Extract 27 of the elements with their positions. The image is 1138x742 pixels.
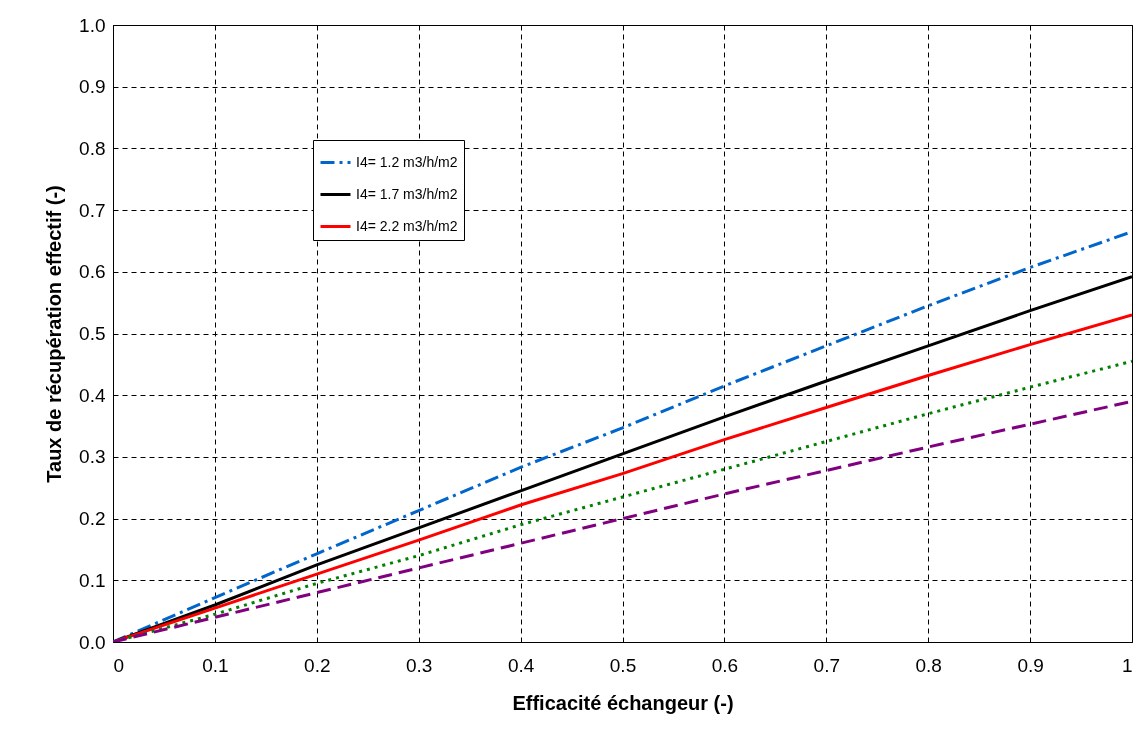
- x-tick-label: 0.5: [609, 654, 637, 676]
- x-tick-label: 0.7: [813, 654, 841, 676]
- x-tick-label: 1: [1121, 654, 1133, 676]
- y-tick-label: 1.0: [79, 14, 106, 36]
- legend-label: I4= 1.2 m3/h/m2: [356, 153, 458, 170]
- y-tick-label: 0.9: [79, 76, 106, 98]
- y-axis-title: Taux de récupération effectif (-): [43, 185, 66, 483]
- y-tick-label: 0.3: [79, 446, 106, 468]
- x-tick-label: 0.1: [202, 654, 229, 676]
- x-tick-label: 0.3: [405, 654, 433, 676]
- x-tick-label: 0.4: [507, 654, 535, 676]
- x-tick-label: 0.2: [304, 654, 331, 676]
- legend-label: I4= 1.7 m3/h/m2: [356, 185, 458, 202]
- x-tick-label: 0: [113, 654, 125, 676]
- x-tick-label: 0.6: [711, 654, 739, 676]
- y-tick-label: 0.5: [79, 323, 106, 344]
- y-tick-label: 0.7: [79, 199, 106, 221]
- y-tick-label: 0.4: [79, 384, 106, 406]
- y-tick-label: 0.8: [79, 137, 106, 159]
- y-tick-label: 0.1: [79, 569, 106, 591]
- x-tick-label: 0.8: [915, 654, 942, 676]
- y-tick-label: 0.0: [79, 631, 106, 653]
- x-tick-label: 0.9: [1017, 654, 1044, 676]
- y-tick-label: 0.6: [79, 261, 106, 283]
- legend-label: I4= 2.2 m3/h/m2: [356, 217, 458, 234]
- x-axis-title: Efficacité échangeur (-): [512, 691, 734, 714]
- y-tick-label: 0.2: [79, 508, 106, 530]
